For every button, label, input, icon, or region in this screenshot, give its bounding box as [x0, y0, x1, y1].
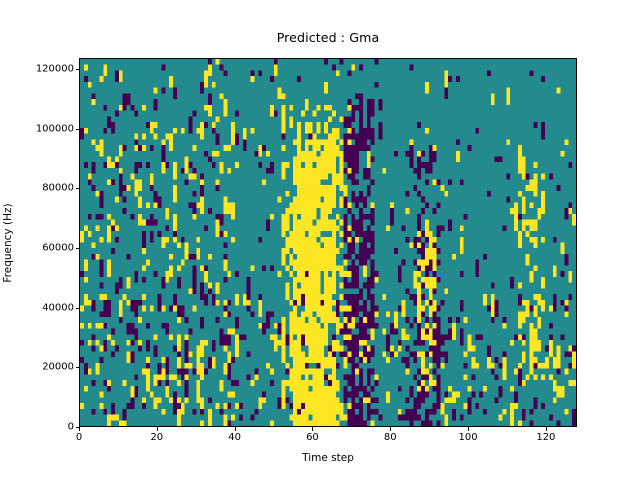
- y-tick-label: 100000: [35, 123, 74, 135]
- y-tick-mark: [75, 69, 79, 71]
- y-tick-label: 0: [67, 421, 74, 433]
- spectrogram-heatmap: [80, 59, 576, 426]
- y-tick-mark: [75, 427, 79, 428]
- x-tick-mark: [390, 427, 392, 431]
- x-tick-mark: [156, 427, 158, 431]
- x-tick-label: 0: [75, 432, 83, 443]
- x-tick-label: 100: [458, 432, 478, 443]
- y-tick-label: 40000: [42, 302, 74, 314]
- x-axis-label: Time step: [302, 452, 354, 464]
- y-tick-mark: [75, 307, 79, 309]
- x-tick-mark: [79, 427, 80, 431]
- y-tick-mark: [75, 367, 79, 369]
- x-tick-mark: [234, 427, 236, 431]
- y-axis-label-text: Frequency (Hz): [2, 203, 14, 283]
- x-tick-mark: [468, 427, 470, 431]
- heatmap-axes: [79, 58, 577, 427]
- y-tick-mark: [75, 128, 79, 130]
- x-tick-mark: [545, 427, 547, 431]
- y-tick-label: 120000: [35, 63, 74, 75]
- y-tick-label: 60000: [42, 242, 74, 254]
- x-tick-mark: [312, 427, 314, 431]
- x-tick-label: 20: [150, 432, 164, 443]
- y-tick-mark: [75, 248, 79, 250]
- x-tick-label: 60: [306, 432, 319, 443]
- page-title: Predicted : Gma: [276, 30, 380, 45]
- y-tick-label: 80000: [42, 182, 74, 194]
- x-tick-label: 40: [228, 432, 241, 443]
- y-tick-mark: [75, 188, 79, 190]
- y-tick-label: 20000: [42, 361, 74, 373]
- x-tick-label: 120: [536, 432, 556, 443]
- x-tick-label: 80: [383, 432, 397, 443]
